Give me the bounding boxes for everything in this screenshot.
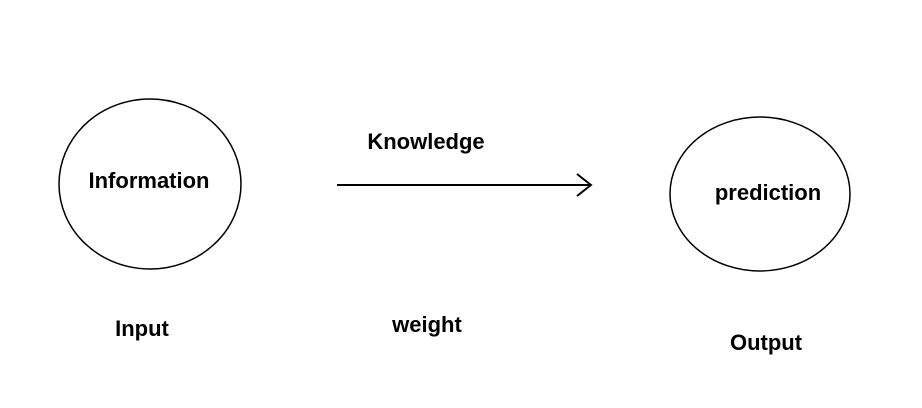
arrow-head [576, 173, 593, 197]
output-node-circle [669, 116, 851, 272]
output-node-label: prediction [715, 180, 821, 205]
edge-top-label: Knowledge [367, 129, 484, 154]
input-node: Information [58, 98, 242, 270]
output-caption: Output [730, 330, 803, 355]
knowledge-arrow [337, 173, 593, 197]
input-node-circle [58, 98, 242, 270]
output-node: prediction [669, 116, 851, 272]
edge-bottom-label: weight [391, 312, 462, 337]
input-caption: Input [115, 316, 169, 341]
input-node-label: Information [89, 168, 210, 193]
